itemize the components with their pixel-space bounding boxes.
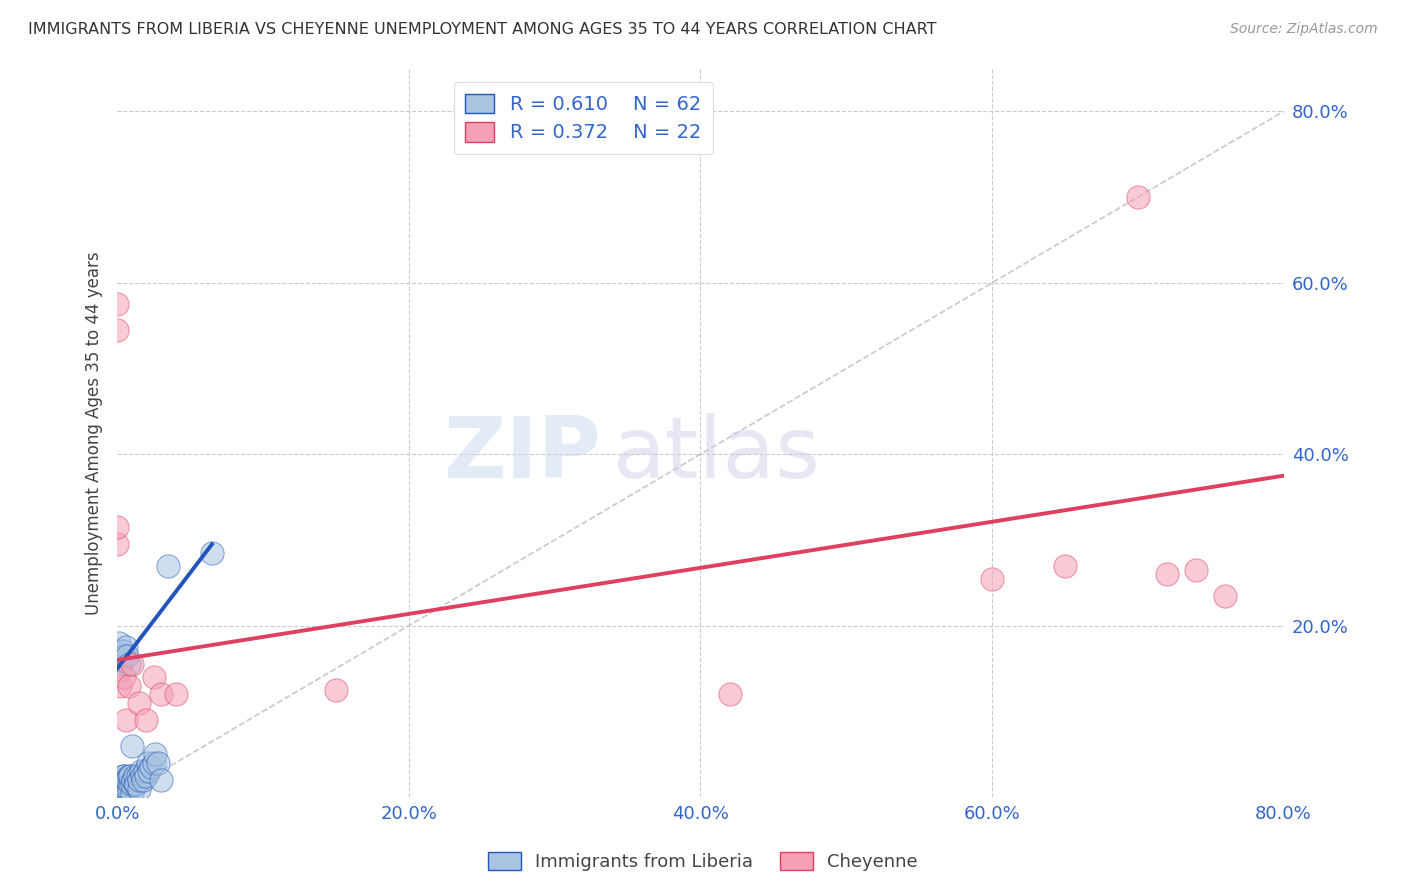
Point — [110, 772, 132, 787]
Point — [117, 772, 139, 787]
Point — [165, 687, 187, 701]
Text: Source: ZipAtlas.com: Source: ZipAtlas.com — [1230, 22, 1378, 37]
Point — [115, 772, 138, 787]
Point — [105, 323, 128, 337]
Point — [105, 781, 128, 796]
Point — [134, 764, 156, 779]
Point — [146, 756, 169, 770]
Point — [1185, 563, 1208, 577]
Point — [115, 713, 138, 727]
Legend: Immigrants from Liberia, Cheyenne: Immigrants from Liberia, Cheyenne — [481, 845, 925, 879]
Point — [118, 679, 141, 693]
Point — [131, 769, 153, 783]
Point — [118, 657, 141, 672]
Point — [121, 786, 143, 800]
Point — [105, 777, 128, 791]
Point — [718, 687, 741, 701]
Point — [108, 679, 131, 693]
Point — [981, 572, 1004, 586]
Point — [138, 764, 160, 779]
Point — [325, 683, 347, 698]
Point — [1213, 589, 1236, 603]
Point — [114, 670, 136, 684]
Point — [107, 790, 129, 805]
Point — [114, 648, 136, 663]
Point — [132, 772, 155, 787]
Text: IMMIGRANTS FROM LIBERIA VS CHEYENNE UNEMPLOYMENT AMONG AGES 35 TO 44 YEARS CORRE: IMMIGRANTS FROM LIBERIA VS CHEYENNE UNEM… — [28, 22, 936, 37]
Point — [142, 756, 165, 770]
Point — [142, 670, 165, 684]
Point — [135, 713, 157, 727]
Y-axis label: Unemployment Among Ages 35 to 44 years: Unemployment Among Ages 35 to 44 years — [86, 251, 103, 615]
Point — [110, 786, 132, 800]
Point — [114, 786, 136, 800]
Point — [139, 760, 162, 774]
Legend: R = 0.610    N = 62, R = 0.372    N = 22: R = 0.610 N = 62, R = 0.372 N = 22 — [454, 82, 713, 154]
Point — [107, 644, 129, 658]
Text: ZIP: ZIP — [443, 413, 602, 496]
Point — [125, 777, 148, 791]
Point — [117, 781, 139, 796]
Point — [118, 769, 141, 783]
Point — [114, 769, 136, 783]
Point — [105, 520, 128, 534]
Point — [107, 786, 129, 800]
Point — [1156, 567, 1178, 582]
Point — [149, 687, 172, 701]
Point — [1053, 558, 1076, 573]
Point — [124, 777, 146, 791]
Point — [121, 657, 143, 672]
Point — [110, 781, 132, 796]
Point — [117, 648, 139, 663]
Text: atlas: atlas — [613, 413, 821, 496]
Point — [1126, 190, 1149, 204]
Point — [120, 777, 142, 791]
Point — [149, 772, 172, 787]
Point — [105, 653, 128, 667]
Point — [110, 653, 132, 667]
Point — [122, 772, 145, 787]
Point — [128, 696, 150, 710]
Point — [121, 739, 143, 753]
Point — [111, 781, 134, 796]
Point — [115, 640, 138, 654]
Point — [105, 786, 128, 800]
Point — [111, 769, 134, 783]
Point — [127, 769, 149, 783]
Point — [128, 781, 150, 796]
Point — [105, 790, 128, 805]
Point — [105, 537, 128, 551]
Point — [124, 769, 146, 783]
Point — [111, 786, 134, 800]
Point — [121, 777, 143, 791]
Point — [136, 756, 159, 770]
Point — [107, 636, 129, 650]
Point — [107, 781, 129, 796]
Point — [118, 781, 141, 796]
Point — [114, 781, 136, 796]
Point — [108, 777, 131, 791]
Point — [105, 297, 128, 311]
Point — [108, 662, 131, 676]
Point — [143, 747, 166, 762]
Point — [201, 546, 224, 560]
Point — [128, 772, 150, 787]
Point — [115, 781, 138, 796]
Point — [107, 772, 129, 787]
Point — [129, 764, 152, 779]
Point — [108, 786, 131, 800]
Point — [111, 644, 134, 658]
Point — [120, 769, 142, 783]
Point — [157, 558, 180, 573]
Point — [108, 781, 131, 796]
Point — [135, 769, 157, 783]
